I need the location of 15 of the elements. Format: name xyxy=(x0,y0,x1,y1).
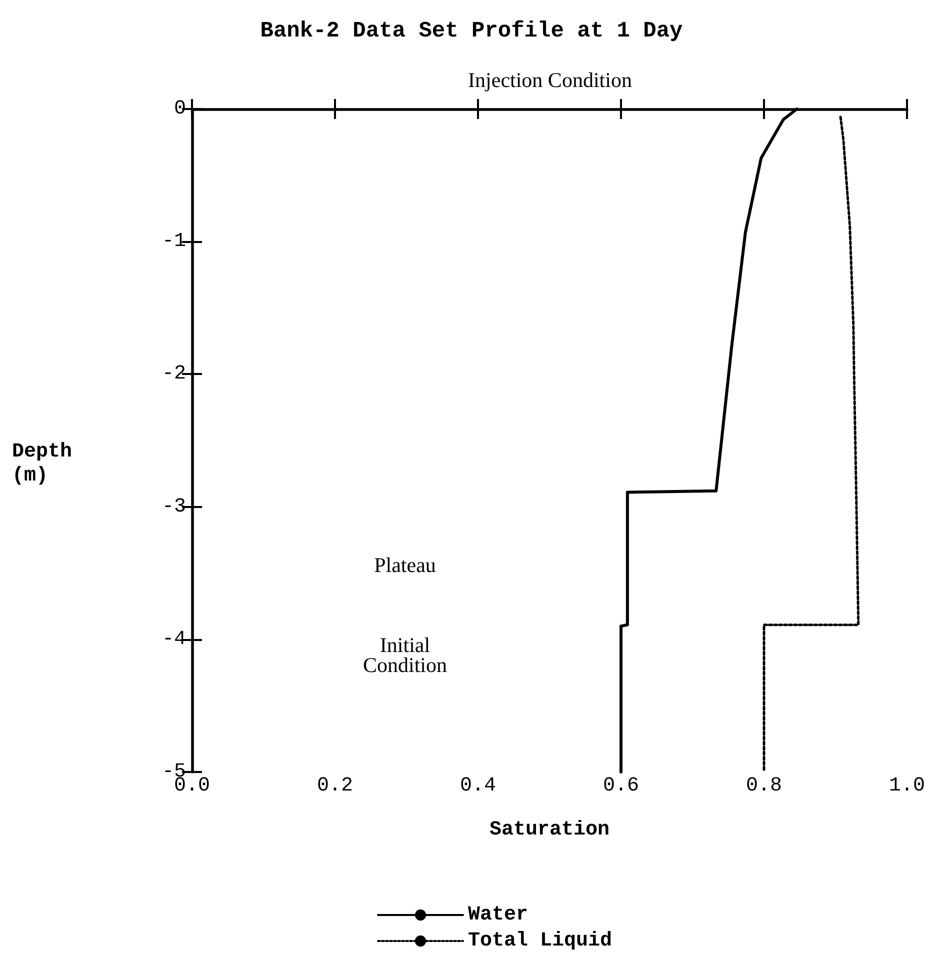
annotation: Initial Condition xyxy=(362,633,448,677)
x-tick-label: 0.4 xyxy=(460,774,496,798)
chart-title: Bank-2 Data Set Profile at 1 Day xyxy=(260,18,683,44)
y-tick-label: -1 xyxy=(162,230,186,254)
x-tick-label: 1.0 xyxy=(888,774,926,798)
legend-label: Water xyxy=(468,904,528,926)
x-tick-label: 0.2 xyxy=(316,774,354,798)
y-axis-title: Depth (m) xyxy=(12,440,84,488)
y-tick-label: -2 xyxy=(162,362,186,386)
x-tick-label: 0.8 xyxy=(746,774,782,798)
text: Injection Condition xyxy=(468,68,632,92)
x-tick-label: 0.6 xyxy=(602,774,640,798)
legend-label: Total Liquid xyxy=(468,930,612,952)
annotation: Plateau xyxy=(374,553,436,577)
x-axis-title: Saturation xyxy=(490,818,610,842)
